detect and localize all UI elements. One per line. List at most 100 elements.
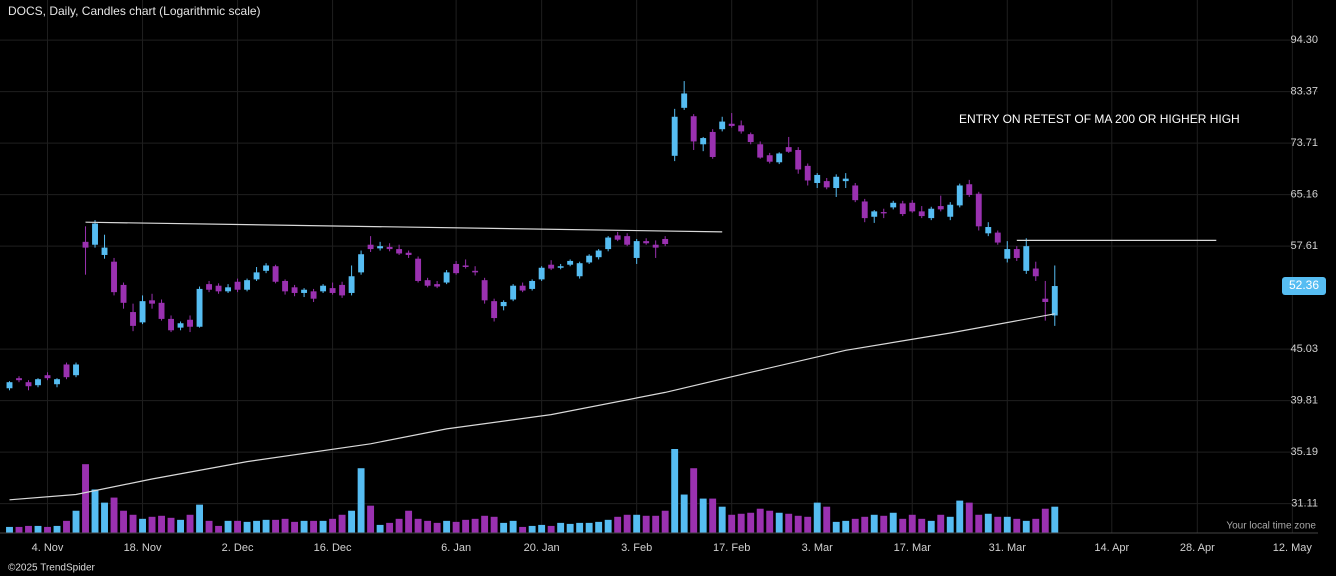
volume-bar [775, 512, 783, 533]
volume-bar [471, 518, 479, 533]
volume-bar [433, 522, 441, 533]
candle-body [909, 202, 916, 212]
candle-body [358, 254, 365, 273]
volume-bar [756, 508, 764, 533]
candle-body [130, 312, 136, 326]
candle-body [54, 379, 60, 385]
volume-bar [585, 522, 593, 533]
volume-bar [1013, 518, 1021, 533]
candle-body [6, 382, 13, 389]
candle-body [747, 134, 754, 143]
volume-bar [414, 518, 422, 533]
candle-body [880, 212, 887, 214]
volume-bar [728, 514, 736, 533]
candle-body [918, 211, 925, 217]
candle-body [377, 246, 384, 249]
candle-body [329, 288, 336, 293]
volume-bar [718, 506, 726, 533]
volume-bar [452, 521, 460, 533]
volume-bar [300, 520, 308, 533]
x-tick-label: 17. Feb [713, 542, 750, 554]
candle-body [348, 276, 355, 293]
candle-body [567, 260, 574, 265]
volume-bar [424, 520, 432, 533]
volume-bar [946, 516, 954, 533]
candle-body [947, 204, 954, 217]
candle-body [44, 375, 51, 379]
candle-body [92, 223, 98, 245]
volume-bar [842, 520, 850, 533]
volume-bar [395, 518, 403, 533]
volume-bar [196, 504, 203, 533]
candle-body [1051, 286, 1058, 316]
candle-body [614, 235, 621, 240]
candle-body [557, 266, 564, 268]
volume-bar [1032, 518, 1040, 533]
volume-bar [861, 516, 869, 533]
candle-body [804, 165, 811, 181]
volume-bar [376, 524, 384, 533]
y-tick-label: 94.30 [1290, 34, 1318, 46]
candle-body [956, 185, 963, 206]
candle-body [396, 249, 403, 254]
volume-bar [1041, 508, 1049, 533]
candle-body [35, 379, 41, 386]
volume-bar [25, 525, 32, 533]
volume-bar [158, 515, 165, 533]
candle-body [890, 202, 897, 208]
volume-bar [528, 525, 536, 533]
x-tick-label: 28. Apr [1180, 542, 1215, 554]
volume-bar [319, 520, 327, 533]
volume-bar [566, 523, 574, 533]
candle-body [719, 121, 726, 130]
volume-bar [737, 513, 745, 533]
candle-body [206, 284, 213, 290]
y-tick-label: 31.11 [1291, 498, 1318, 510]
candle-body [899, 203, 906, 215]
volume-bar [215, 525, 223, 533]
volume-bar [576, 522, 584, 533]
candle-body [652, 244, 659, 248]
y-tick-label: 73.71 [1290, 137, 1318, 149]
candle-body [766, 155, 773, 162]
volume-bar [101, 502, 108, 533]
volume-bar [642, 515, 650, 533]
candle-body [776, 153, 783, 163]
candle-body [291, 287, 298, 293]
candle-body [215, 285, 222, 292]
candle-body [1042, 298, 1049, 302]
candle-body [234, 281, 241, 290]
candle-body [491, 301, 498, 319]
candle-body [453, 263, 460, 274]
volume-bar [813, 502, 821, 533]
candle-body [671, 116, 678, 156]
volume-bar [53, 525, 61, 533]
volume-bar [386, 522, 394, 533]
candle-body [576, 263, 583, 277]
volume-bar [899, 518, 907, 533]
volume-bar [937, 514, 945, 533]
overlay-line [9, 313, 1055, 501]
x-tick-label: 31. Mar [989, 542, 1027, 554]
x-tick-label: 17. Mar [894, 542, 932, 554]
candle-body [434, 284, 441, 287]
volume-bar [462, 519, 470, 533]
timezone-note: Your local time zone [1226, 521, 1316, 532]
volume-bar [652, 515, 660, 533]
candle-body [225, 287, 232, 292]
candle-body [424, 280, 431, 286]
volume-layer [6, 449, 1059, 533]
volume-bar [253, 520, 261, 533]
volume-bar [984, 513, 992, 533]
plot-layer [6, 81, 1217, 501]
volume-bar [804, 516, 812, 533]
candle-body [282, 280, 289, 292]
candle-body [310, 291, 317, 299]
candle-body [605, 237, 612, 250]
candle-body [177, 323, 184, 328]
copyright: ©2025 TrendSpider [8, 563, 96, 574]
volume-bar [91, 489, 99, 533]
candle-body [196, 288, 203, 327]
candle-body [861, 201, 868, 219]
candle-body [728, 123, 735, 126]
